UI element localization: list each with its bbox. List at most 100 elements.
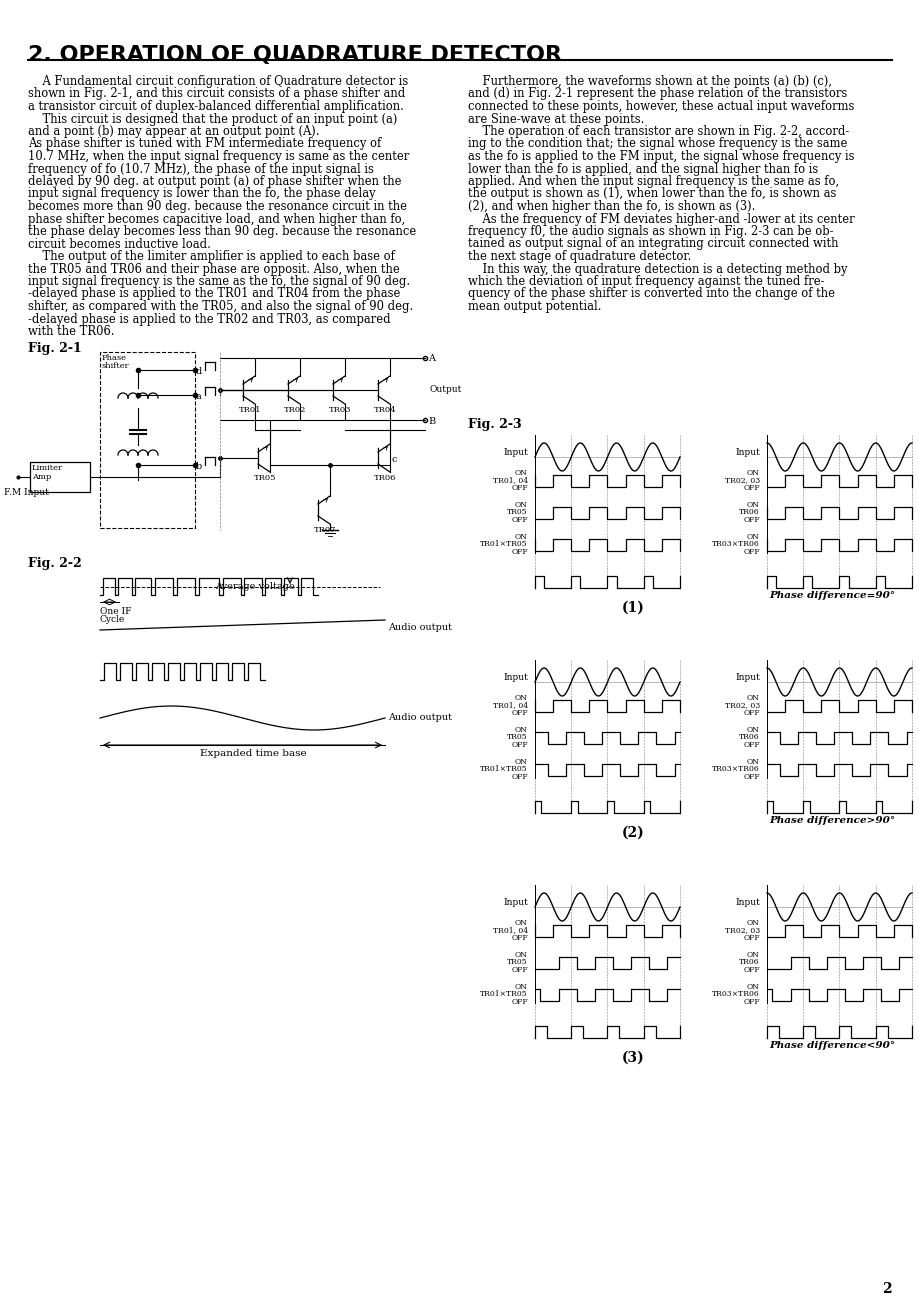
Text: TR01, 04: TR01, 04 [493,700,528,710]
Text: Fig. 2-1: Fig. 2-1 [28,342,82,355]
Text: which the deviation of input frequency against the tuned fre-: which the deviation of input frequency a… [468,275,823,288]
Text: -delayed phase is applied to the TR02 and TR03, as compared: -delayed phase is applied to the TR02 an… [28,312,391,326]
Text: TR05: TR05 [506,733,528,741]
Text: Audio output: Audio output [388,622,451,631]
Text: and (d) in Fig. 2-1 represent the phase relation of the transistors: and (d) in Fig. 2-1 represent the phase … [468,87,846,100]
Text: Phase difference<90°: Phase difference<90° [768,1042,894,1049]
Text: with the TR06.: with the TR06. [28,326,114,339]
Text: F.M Input: F.M Input [4,488,49,497]
Text: (1): (1) [621,602,644,615]
Text: Input: Input [503,898,528,907]
Text: TR01, 04: TR01, 04 [493,926,528,934]
Text: OFF: OFF [743,548,759,556]
Text: Input: Input [503,448,528,457]
Text: Phase difference>90°: Phase difference>90° [768,816,894,825]
Text: Input: Input [734,898,759,907]
Text: Fig. 2-2: Fig. 2-2 [28,557,82,570]
Text: Cycle: Cycle [100,615,125,624]
Text: delayed by 90 deg. at output point (a) of phase shifter when the: delayed by 90 deg. at output point (a) o… [28,174,401,187]
Text: TR03×TR06: TR03×TR06 [711,540,759,548]
Text: shown in Fig. 2-1, and this circuit consists of a phase shifter and: shown in Fig. 2-1, and this circuit cons… [28,87,404,100]
Text: mean output potential.: mean output potential. [468,299,601,312]
Text: lower than the fo is applied, and the signal higher than fo is: lower than the fo is applied, and the si… [468,163,817,176]
Text: ON: ON [746,919,759,927]
Text: The output of the limiter amplifier is applied to each base of: The output of the limiter amplifier is a… [28,250,394,263]
Text: Average voltage: Average voltage [215,582,294,591]
Text: OFF: OFF [743,773,759,781]
Text: OFF: OFF [511,773,528,781]
Text: TR06: TR06 [739,958,759,966]
Text: TR02, 03: TR02, 03 [724,477,759,484]
Text: As phase shifter is tuned with FM intermediate frequency of: As phase shifter is tuned with FM interm… [28,138,380,151]
Text: TR02: TR02 [284,406,306,414]
Text: (3): (3) [621,1051,644,1065]
Text: TR05: TR05 [506,508,528,516]
Text: In this way, the quadrature detection is a detecting method by: In this way, the quadrature detection is… [468,263,846,276]
Text: TR02, 03: TR02, 03 [724,926,759,934]
Text: the output is shown as (1), when lower than the fo, is shown as: the output is shown as (1), when lower t… [468,187,835,201]
Text: ON: ON [746,533,759,542]
Text: OFF: OFF [511,548,528,556]
Text: OFF: OFF [743,710,759,717]
Text: Output: Output [429,385,462,395]
Text: 10.7 MHz, when the input signal frequency is same as the center: 10.7 MHz, when the input signal frequenc… [28,150,409,163]
Text: input signal frequency is the same as the fo, the signal of 90 deg.: input signal frequency is the same as th… [28,275,410,288]
Text: applied. And when the input signal frequency is the same as fo,: applied. And when the input signal frequ… [468,174,838,187]
Text: TR05: TR05 [254,474,277,482]
Text: TR04: TR04 [374,406,396,414]
Text: 2. OPERATION OF QUADRATURE DETECTOR: 2. OPERATION OF QUADRATURE DETECTOR [28,46,562,65]
Text: shifter, as compared with the TR05, and also the signal of 90 deg.: shifter, as compared with the TR05, and … [28,299,413,312]
Text: TR07: TR07 [313,526,336,534]
Text: Phase: Phase [102,354,127,362]
Text: OFF: OFF [511,966,528,974]
Text: a transistor circuit of duplex-balanced differential amplification.: a transistor circuit of duplex-balanced … [28,100,403,113]
Text: OFF: OFF [511,484,528,492]
Text: One IF: One IF [100,607,131,616]
Text: the next stage of quadrature detector.: the next stage of quadrature detector. [468,250,690,263]
Text: TR01: TR01 [239,406,261,414]
Text: Expanded time base: Expanded time base [199,749,306,758]
Text: ON: ON [746,469,759,477]
Text: A: A [427,354,435,363]
Text: TR06: TR06 [739,733,759,741]
Text: OFF: OFF [511,516,528,523]
Text: TR06: TR06 [739,508,759,516]
Text: quency of the phase shifter is converted into the change of the: quency of the phase shifter is converted… [468,288,834,301]
Text: TR02, 03: TR02, 03 [724,700,759,710]
Text: OFF: OFF [511,999,528,1006]
Text: The operation of each transistor are shown in Fig. 2-2, accord-: The operation of each transistor are sho… [468,125,848,138]
Text: TR03×TR06: TR03×TR06 [711,990,759,999]
Text: Fig. 2-3: Fig. 2-3 [468,418,521,431]
Text: TR01, 04: TR01, 04 [493,477,528,484]
Text: are Sine-wave at these points.: are Sine-wave at these points. [468,112,643,125]
Text: and a point (b) may appear at an output point (A).: and a point (b) may appear at an output … [28,125,319,138]
Text: OFF: OFF [511,741,528,749]
Text: ON: ON [746,758,759,766]
Text: ON: ON [746,983,759,991]
Text: OFF: OFF [743,741,759,749]
Text: OFF: OFF [743,966,759,974]
Text: TR01×TR05: TR01×TR05 [480,766,528,773]
Text: (2): (2) [621,825,644,840]
Text: becomes more than 90 deg. because the resonance circuit in the: becomes more than 90 deg. because the re… [28,201,406,214]
Text: Furthermore, the waveforms shown at the points (a) (b) (c),: Furthermore, the waveforms shown at the … [468,76,831,89]
Text: OFF: OFF [743,484,759,492]
Text: Amp: Amp [32,473,51,480]
Text: TR03×TR06: TR03×TR06 [711,766,759,773]
Text: TR01×TR05: TR01×TR05 [480,990,528,999]
Text: tained as output signal of an integrating circuit connected with: tained as output signal of an integratin… [468,237,837,250]
Text: b: b [196,462,202,471]
Text: OFF: OFF [511,934,528,943]
Bar [100,352,195,529]
Text: A Fundamental circuit configuration of Quadrature detector is: A Fundamental circuit configuration of Q… [28,76,408,89]
Text: Audio output: Audio output [388,713,451,723]
Text: This circuit is designed that the product of an input point (a): This circuit is designed that the produc… [28,112,397,125]
Text: as the fo is applied to the FM input, the signal whose frequency is: as the fo is applied to the FM input, th… [468,150,854,163]
Text: TR06: TR06 [374,474,396,482]
Text: ON: ON [515,758,528,766]
Text: ON: ON [515,694,528,702]
Text: d: d [196,367,202,376]
Text: the phase delay becomes less than 90 deg. because the resonance: the phase delay becomes less than 90 deg… [28,225,415,238]
Text: OFF: OFF [743,516,759,523]
Text: OFF: OFF [743,934,759,943]
